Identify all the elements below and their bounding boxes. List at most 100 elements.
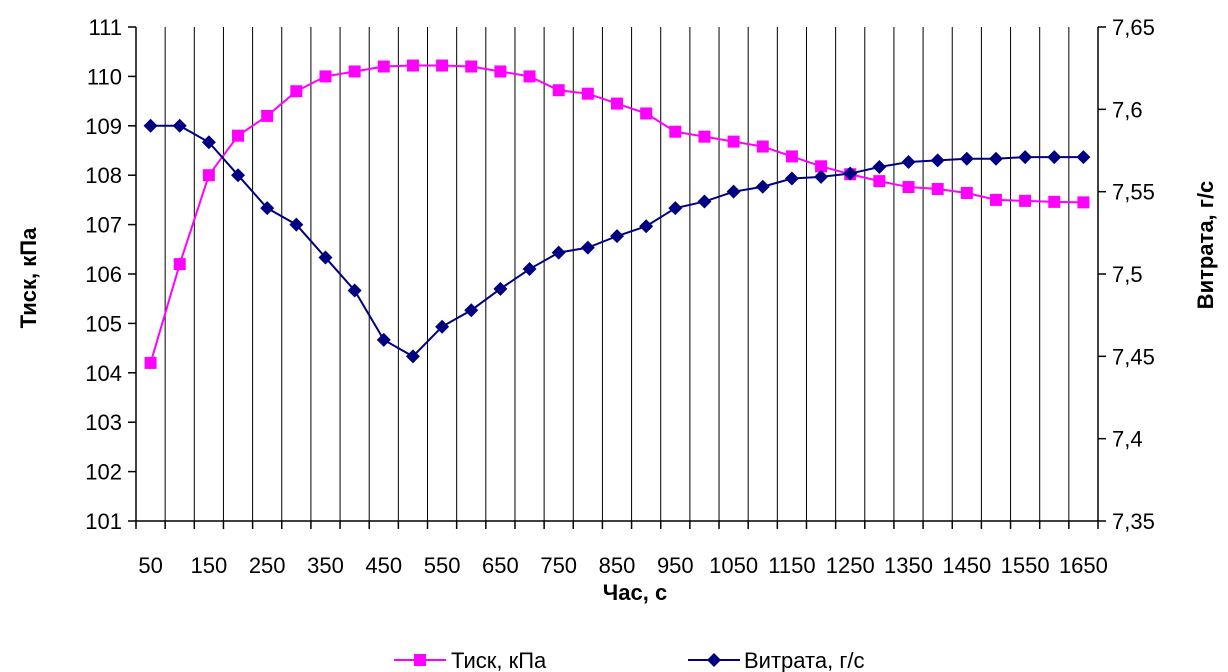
data-point — [1048, 195, 1061, 208]
data-point — [347, 283, 362, 298]
data-point — [756, 140, 769, 153]
data-point — [464, 303, 479, 318]
x-axis-ticks: 50 150 250 350 450 550 650 750 850 950 1050 1150 125… — [135, 521, 1108, 578]
vertical-gridlines — [135, 27, 1099, 521]
legend-label-pressure: Тиск, кПа — [451, 648, 547, 672]
data-point — [610, 229, 624, 244]
data-point — [640, 107, 653, 120]
data-point — [581, 87, 594, 100]
data-point — [493, 281, 508, 296]
data-point — [172, 118, 187, 133]
x-tick-label: 1550 — [1001, 553, 1050, 578]
data-point — [611, 97, 623, 110]
data-point — [872, 159, 887, 174]
data-point — [260, 201, 275, 216]
data-point — [959, 151, 974, 166]
data-point — [815, 160, 828, 173]
data-point — [552, 84, 565, 97]
left-tick-label: 104 — [85, 361, 122, 386]
data-point — [201, 135, 216, 150]
data-point — [348, 65, 361, 78]
data-point — [1019, 194, 1032, 207]
data-point — [232, 129, 245, 142]
data-point — [406, 59, 419, 72]
data-point — [727, 135, 740, 148]
data-point — [1018, 150, 1033, 165]
right-tick-label: 7,5 — [1112, 262, 1143, 287]
series-layer — [143, 59, 1091, 369]
left-tick-label: 107 — [85, 213, 122, 238]
data-point — [173, 258, 186, 271]
data-point — [785, 150, 798, 163]
data-point — [669, 125, 682, 138]
data-point — [290, 85, 303, 98]
right-tick-label: 7,35 — [1112, 509, 1155, 534]
data-point — [989, 193, 1002, 206]
left-y-axis-ticks: 101 102 103 104 105 106 107 108 109 110 111 — [85, 15, 136, 534]
left-tick-label: 111 — [89, 15, 122, 40]
x-tick-label: 150 — [191, 553, 228, 578]
data-point — [377, 60, 390, 73]
data-point — [319, 70, 332, 83]
series-line — [149, 64, 1084, 364]
legend-item-pressure: Тиск, кПа — [394, 648, 547, 672]
x-axis-title: Час, с — [603, 580, 667, 605]
left-tick-label: 102 — [85, 460, 122, 485]
data-point — [289, 217, 304, 232]
data-point — [843, 166, 858, 181]
data-point — [901, 155, 916, 170]
data-point — [405, 349, 420, 364]
data-point — [202, 169, 215, 182]
x-tick-label: 1650 — [1059, 553, 1108, 578]
data-point — [698, 130, 711, 143]
legend-label-flow: Витрата, г/с — [744, 648, 864, 672]
data-point — [231, 168, 246, 183]
data-point — [436, 59, 449, 72]
data-point — [784, 171, 799, 186]
data-point — [551, 245, 566, 260]
right-tick-label: 7,45 — [1112, 344, 1155, 369]
left-tick-label: 105 — [85, 311, 122, 336]
left-tick-label: 101 — [85, 509, 122, 534]
data-point — [902, 181, 915, 194]
left-tick-label: 108 — [85, 163, 122, 188]
left-tick-label: 110 — [87, 64, 122, 89]
legend-marker-flow — [707, 653, 721, 667]
data-point — [580, 240, 595, 255]
x-tick-label: 250 — [249, 553, 286, 578]
data-point — [318, 250, 333, 265]
data-point — [668, 201, 683, 216]
x-tick-label: 1050 — [709, 553, 758, 578]
data-point — [522, 262, 537, 277]
data-point — [697, 194, 712, 209]
data-point — [144, 356, 157, 369]
right-y-axis-ticks: 7,35 7,4 7,45 7,5 7,55 7,6 7,65 — [1098, 15, 1155, 534]
x-tick-label: 1450 — [942, 553, 991, 578]
left-tick-label: 106 — [85, 262, 122, 287]
left-tick-label: 109 — [85, 114, 122, 139]
data-point — [814, 169, 829, 184]
data-point — [261, 109, 274, 122]
series-flow — [143, 118, 1091, 364]
right-tick-label: 7,65 — [1112, 15, 1155, 40]
x-tick-label: 850 — [599, 553, 636, 578]
series-pressure — [144, 59, 1090, 369]
data-point — [1077, 196, 1090, 209]
data-point — [726, 184, 741, 199]
x-tick-label: 950 — [657, 553, 694, 578]
data-point — [931, 183, 944, 196]
x-tick-label: 450 — [365, 553, 402, 578]
right-y-axis-title: Витрата, г/с — [1193, 181, 1218, 310]
x-tick-label: 750 — [540, 553, 577, 578]
data-point — [523, 70, 536, 83]
data-point — [930, 153, 945, 168]
data-point — [873, 175, 886, 188]
data-point — [639, 219, 654, 234]
x-tick-label: 1150 — [768, 553, 815, 578]
data-point — [755, 179, 770, 194]
x-tick-label: 350 — [307, 553, 344, 578]
x-tick-label: 650 — [482, 553, 519, 578]
right-tick-label: 7,6 — [1112, 97, 1143, 122]
data-point — [143, 118, 158, 133]
